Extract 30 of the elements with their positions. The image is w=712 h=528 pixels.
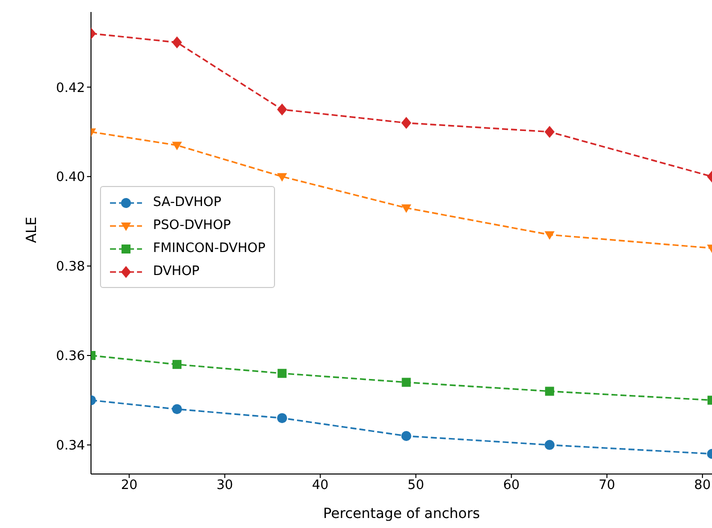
- point: [278, 368, 287, 378]
- point: [401, 116, 412, 129]
- point: [277, 413, 288, 424]
- point: [402, 378, 411, 387]
- point: [545, 386, 554, 396]
- x-tick-label: 60: [503, 478, 520, 494]
- legend-label: DVHOP: [153, 264, 200, 279]
- x-tick-label: 50: [408, 478, 424, 494]
- y-tick-label: 0.34: [56, 438, 85, 454]
- y-tick-label: 0.40: [56, 170, 85, 186]
- x-tick-label: 20: [120, 478, 138, 494]
- x-tick-label: 30: [216, 478, 234, 494]
- point: [401, 204, 412, 213]
- point: [544, 440, 555, 450]
- x-tick-label: 70: [598, 478, 616, 494]
- point: [277, 104, 288, 116]
- y-tick-label: 0.38: [56, 260, 85, 275]
- x-tick-label: 80: [694, 478, 711, 494]
- x-axis-title: Percentage of anchors: [323, 506, 480, 522]
- point: [401, 430, 412, 441]
- point: [544, 231, 555, 240]
- point: [544, 126, 555, 138]
- legend-label: FMINCON-DVHOP: [153, 241, 266, 256]
- legend-label: PSO-DVHOP: [153, 218, 231, 233]
- y-tick-label: 0.36: [56, 349, 85, 364]
- y-axis-title: ALE: [24, 216, 40, 243]
- point: [277, 173, 288, 182]
- legend-label: SA-DVHOP: [153, 195, 222, 210]
- y-tick-label: 0.42: [56, 80, 85, 96]
- x-tick-label: 40: [312, 478, 329, 494]
